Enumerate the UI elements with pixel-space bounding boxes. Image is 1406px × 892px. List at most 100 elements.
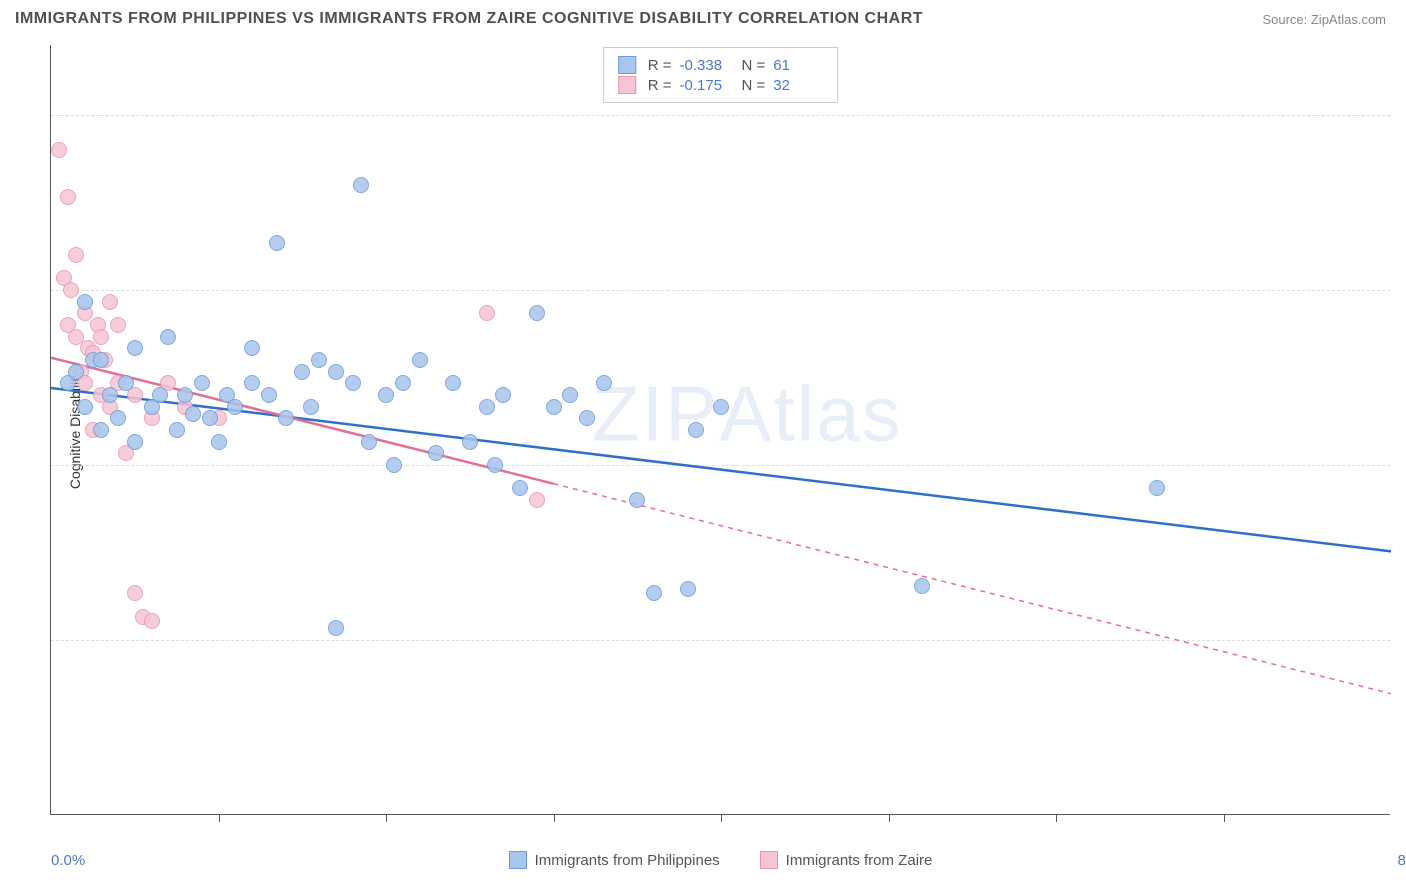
legend-series-label: Immigrants from Philippines [535,852,720,869]
scatter-point [629,492,645,508]
scatter-point [688,422,704,438]
gridline-h [51,640,1390,641]
gridline-h [51,290,1390,291]
gridline-h [51,465,1390,466]
x-tick [386,814,387,822]
scatter-point [93,422,109,438]
scatter-point [169,422,185,438]
legend-swatch [509,851,527,869]
scatter-point [127,585,143,601]
scatter-point [361,434,377,450]
legend-series: Immigrants from Philippines Immigrants fr… [51,851,1390,869]
scatter-point [244,340,260,356]
stat-n-label: N = [742,77,766,94]
gridline-h [51,115,1390,116]
scatter-point [93,329,109,345]
scatter-point [160,329,176,345]
legend-stat-row: R =-0.338N =61 [618,56,824,74]
scatter-point [479,399,495,415]
x-tick [554,814,555,822]
scatter-point [303,399,319,415]
legend-swatch [760,851,778,869]
stat-n-value: 32 [773,77,823,94]
legend-series-item: Immigrants from Philippines [509,851,720,869]
scatter-point [144,613,160,629]
scatter-point [529,305,545,321]
watermark: ZIPAtlas [592,369,903,460]
x-tick [721,814,722,822]
scatter-point [579,410,595,426]
scatter-point [102,294,118,310]
scatter-point [713,399,729,415]
scatter-point [428,445,444,461]
scatter-point [244,375,260,391]
scatter-point [110,317,126,333]
chart-container: ZIPAtlas Cognitive Disability 0.0% 80.0%… [50,45,1390,845]
stat-n-value: 61 [773,57,823,74]
scatter-point [596,375,612,391]
scatter-point [680,581,696,597]
scatter-point [68,364,84,380]
scatter-point [512,480,528,496]
legend-swatch [618,56,636,74]
scatter-point [261,387,277,403]
scatter-point [127,340,143,356]
scatter-point [194,375,210,391]
scatter-point [412,352,428,368]
scatter-point [386,457,402,473]
scatter-point [546,399,562,415]
x-max-label: 80.0% [1397,852,1406,869]
scatter-point [395,375,411,391]
scatter-point [63,282,79,298]
stat-r-label: R = [648,77,672,94]
scatter-point [118,375,134,391]
scatter-point [202,410,218,426]
scatter-point [102,387,118,403]
scatter-point [914,578,930,594]
scatter-point [487,457,503,473]
chart-title: IMMIGRANTS FROM PHILIPPINES VS IMMIGRANT… [15,10,923,28]
scatter-point [378,387,394,403]
legend-series-item: Immigrants from Zaire [760,851,933,869]
scatter-point [1149,480,1165,496]
scatter-point [495,387,511,403]
stat-r-label: R = [648,57,672,74]
stat-n-label: N = [742,57,766,74]
scatter-point [479,305,495,321]
legend-stat-row: R = -0.175 N = 32 [618,76,824,94]
x-tick [1056,814,1057,822]
scatter-point [562,387,578,403]
scatter-point [311,352,327,368]
scatter-point [68,247,84,263]
scatter-point [185,406,201,422]
x-tick [1224,814,1225,822]
x-tick [219,814,220,822]
scatter-point [110,410,126,426]
scatter-point [77,399,93,415]
scatter-point [278,410,294,426]
legend-stats: R =-0.338N =61R =-0.175N =32 [603,47,839,103]
scatter-point [211,434,227,450]
scatter-point [177,387,193,403]
scatter-point [646,585,662,601]
scatter-point [353,177,369,193]
scatter-point [445,375,461,391]
scatter-point [529,492,545,508]
scatter-point [60,189,76,205]
trend-lines-svg [51,45,1391,815]
scatter-point [227,399,243,415]
scatter-point [462,434,478,450]
source-label: Source: ZipAtlas.com [1262,12,1386,27]
scatter-point [328,620,344,636]
scatter-point [269,235,285,251]
scatter-point [294,364,310,380]
x-tick [889,814,890,822]
scatter-point [328,364,344,380]
scatter-point [127,434,143,450]
plot-area: ZIPAtlas Cognitive Disability 0.0% 80.0%… [50,45,1390,815]
scatter-point [51,142,67,158]
scatter-point [345,375,361,391]
scatter-point [152,387,168,403]
stat-r-value: -0.175 [680,77,730,94]
legend-series-label: Immigrants from Zaire [786,852,933,869]
